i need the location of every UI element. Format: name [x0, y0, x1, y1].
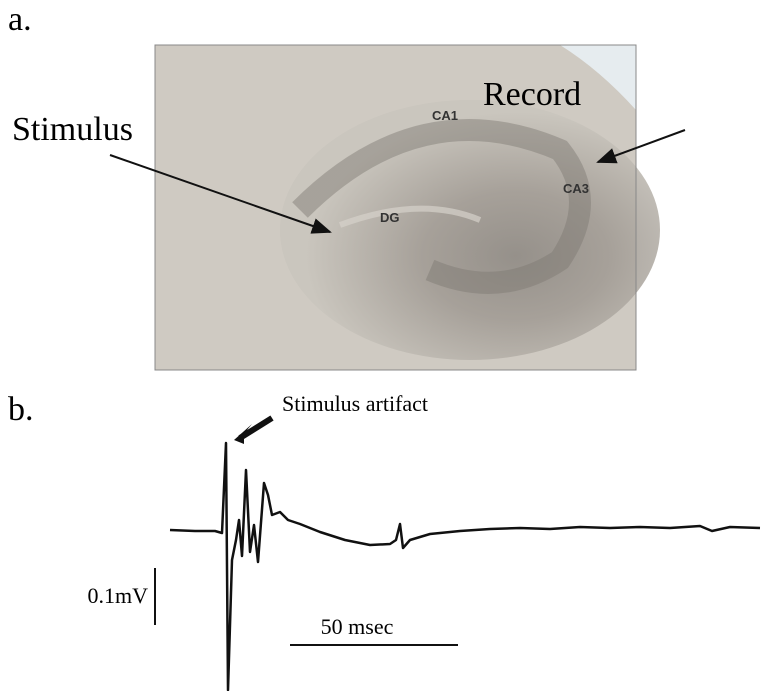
region-label: DG	[380, 210, 400, 225]
record-arrow	[596, 129, 686, 164]
tissue-photo	[154, 44, 660, 371]
field-potential-trace	[169, 441, 761, 691]
voltage-scale-label: 0.1mV	[88, 583, 149, 608]
region-label: CA3	[563, 181, 589, 196]
record-label: Record	[483, 76, 581, 113]
artifact-label: Stimulus artifact	[282, 391, 428, 416]
time-scale-label: 50 msec	[321, 614, 394, 639]
artifact-arrow-shaft	[238, 415, 274, 441]
stimulus-arrow	[109, 154, 332, 234]
region-label: CA1	[432, 108, 458, 123]
panel-label: a.	[8, 1, 32, 38]
panel-label: b.	[8, 391, 34, 428]
stimulus-label: Stimulus	[12, 111, 133, 148]
